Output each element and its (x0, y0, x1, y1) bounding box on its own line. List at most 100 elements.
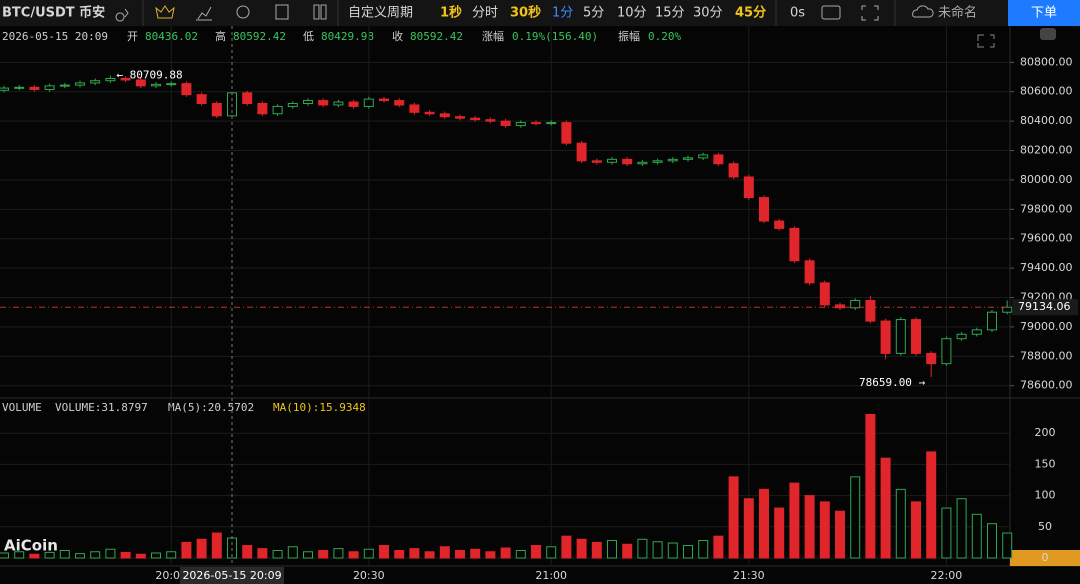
candle-body (272, 105, 283, 115)
volume-bar (576, 538, 587, 559)
period[interactable]: 30分 (693, 6, 723, 21)
candle-body (546, 122, 557, 125)
layout-icon[interactable] (313, 4, 320, 20)
candle-body (804, 260, 815, 284)
candle-body (743, 176, 754, 199)
search-icon[interactable] (115, 8, 129, 22)
candle-body (622, 158, 633, 165)
scroll-tab[interactable] (1040, 28, 1056, 40)
candle-body (348, 101, 359, 107)
camera-icon[interactable] (821, 5, 841, 20)
period[interactable]: 分时 (472, 6, 498, 21)
low-annotation: 78659.00 → (859, 376, 926, 389)
candle-body (75, 82, 85, 86)
y-tick-label: 80800.00 (1020, 55, 1073, 68)
volume-bar (120, 551, 131, 559)
layout-icon[interactable] (320, 4, 327, 20)
vip-icon[interactable] (155, 5, 175, 19)
volume-bar (698, 540, 709, 559)
ohlc-value: 80592.42 (233, 30, 286, 43)
custom-period[interactable]: 自定义周期 (348, 6, 413, 21)
settings-icon[interactable] (236, 5, 250, 19)
volume-bar (819, 501, 830, 559)
y2-tick-label: 0 (1042, 551, 1049, 564)
volume-bar (850, 476, 861, 559)
volume-bar (303, 551, 313, 559)
symbol[interactable]: BTC/USDT 币安 (2, 5, 105, 21)
candle-body (455, 116, 465, 119)
toolbar (0, 0, 1080, 26)
candle-body (865, 299, 876, 322)
order-button[interactable] (1008, 0, 1080, 26)
candle-body (0, 87, 9, 91)
candle-body (850, 299, 861, 309)
candle-body (956, 333, 967, 340)
volume-bar (895, 488, 906, 559)
volume-bar (29, 553, 40, 559)
volume-bar (166, 551, 177, 559)
volume-bar (607, 540, 617, 559)
crosshair-time-label: 2026-05-15 20:09 (182, 569, 281, 582)
volume-bar (318, 550, 329, 559)
candle-body (90, 80, 101, 84)
volume-legend: MA(5):20.5702 (168, 401, 254, 414)
ohlc-value: 0.19%(156.40) (512, 30, 598, 43)
candle-body (652, 160, 663, 163)
x-tick-label: 20:00 (155, 569, 187, 582)
layout-name[interactable]: 未命名 (938, 5, 977, 21)
volume-bar (941, 507, 952, 559)
period[interactable]: 45分 (735, 5, 766, 21)
candle-body (105, 78, 116, 82)
ohlc-label: 低 (303, 30, 314, 43)
high-annotation: ← 80709.88 (116, 69, 182, 82)
candle-body (318, 100, 329, 106)
period[interactable]: 5分 (583, 6, 604, 21)
candle-body (257, 102, 268, 115)
period[interactable]: 10分 (617, 6, 647, 21)
cloud-icon[interactable] (912, 5, 934, 18)
candle-body (880, 320, 891, 354)
countdown: 0s (790, 6, 805, 21)
volume-bar (515, 550, 526, 559)
volume-bar (637, 538, 648, 559)
fullscreen-icon[interactable] (861, 5, 879, 21)
candle-body (394, 100, 405, 106)
volume-bar (105, 548, 116, 559)
y-tick-label: 80200.00 (1020, 144, 1073, 157)
candle-body (166, 83, 177, 86)
template-icon[interactable] (275, 4, 289, 20)
volume-bar (652, 541, 663, 559)
volume-bar (14, 551, 25, 559)
volume-legend: VOLUME (2, 401, 42, 414)
period[interactable]: 1秒 (440, 5, 462, 21)
maximize-icon[interactable] (977, 34, 995, 48)
y-tick-label: 78800.00 (1020, 349, 1073, 362)
volume-bar (257, 548, 268, 559)
order-button-label[interactable]: 下单 (1031, 6, 1057, 21)
candle-body (470, 117, 481, 121)
crosshair-time: 2026-05-15 20:09 (2, 30, 108, 43)
x-tick-label: 20:30 (353, 569, 385, 582)
candle-body (728, 163, 739, 178)
y2-tick-label: 100 (1035, 489, 1056, 502)
volume-bar (75, 553, 85, 559)
volume-bar (424, 551, 435, 559)
candle-body (287, 102, 298, 107)
volume-bar (987, 523, 997, 559)
volume-bar (622, 543, 633, 559)
candle-body (211, 102, 222, 117)
candle-body (151, 83, 161, 87)
volume-bar (59, 550, 70, 559)
period[interactable]: 1分 (552, 6, 573, 21)
candle-body (135, 79, 146, 87)
volume-bar (44, 551, 55, 559)
period[interactable]: 30秒 (510, 5, 541, 21)
period[interactable]: 15分 (655, 6, 685, 21)
candle-body (485, 119, 496, 122)
indicator-icon[interactable] (196, 6, 212, 21)
y2-tick-label: 50 (1038, 520, 1052, 533)
candle-body (196, 94, 207, 104)
volume-bar (865, 413, 876, 559)
candle-body (439, 113, 450, 118)
candle-body (683, 157, 693, 160)
